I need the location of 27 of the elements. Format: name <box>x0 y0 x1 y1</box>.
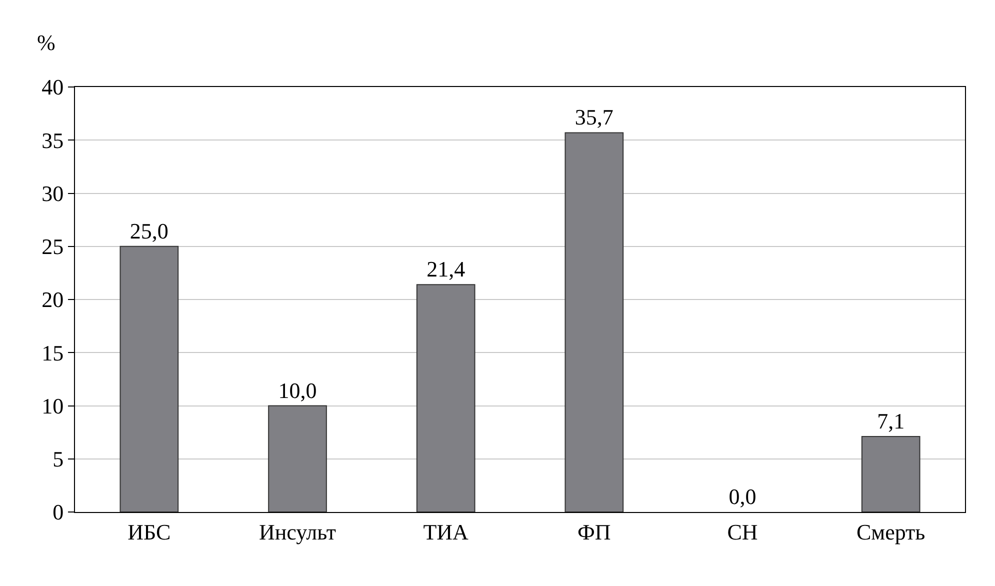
y-tick-label: 40 <box>42 74 64 100</box>
data-label: 10,0 <box>278 378 317 403</box>
bar <box>416 284 476 512</box>
x-tick-label: ФП <box>578 519 611 544</box>
y-tick-label: 15 <box>42 340 64 366</box>
y-tick-label: 25 <box>42 234 64 260</box>
x-tick-label: ТИА <box>423 519 469 544</box>
y-tick-label: 20 <box>42 287 64 312</box>
data-label: 7,1 <box>877 408 905 434</box>
bar <box>564 132 624 512</box>
data-label: 21,4 <box>426 256 466 282</box>
x-tick-label: Инсульт <box>259 519 336 544</box>
x-tick-label: СН <box>727 519 758 544</box>
x-tick-label: Смерть <box>856 519 926 544</box>
y-tick-label: 35 <box>42 128 64 153</box>
y-tick-label: 5 <box>52 446 64 472</box>
data-label: 0,0 <box>728 484 756 509</box>
x-tick-label: ИБС <box>128 519 171 544</box>
bar <box>120 246 179 512</box>
y-axis-title: % <box>37 30 56 55</box>
y-tick-label: 30 <box>42 180 64 206</box>
bar <box>861 436 920 512</box>
y-tick-label: 0 <box>52 500 64 525</box>
bar <box>268 405 327 512</box>
data-label: 25,0 <box>130 218 168 244</box>
data-label: 35,7 <box>574 104 614 130</box>
y-tick-label: 10 <box>42 393 64 418</box>
